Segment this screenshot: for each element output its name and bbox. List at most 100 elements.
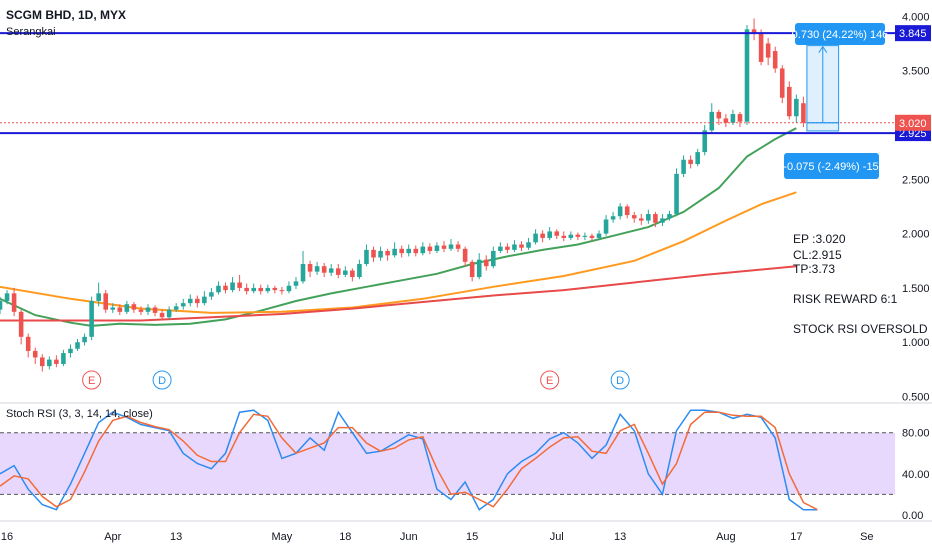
moving-average-green xyxy=(0,127,797,327)
candle xyxy=(723,114,729,128)
candle xyxy=(505,243,510,254)
candle-body xyxy=(730,114,736,123)
candle-body xyxy=(772,51,778,69)
chart-subtitle: Serangkai xyxy=(6,26,56,38)
candle-body xyxy=(610,216,616,220)
candle-body xyxy=(639,218,644,221)
candle-body xyxy=(469,261,475,278)
candle xyxy=(603,215,609,236)
candle-body xyxy=(300,264,306,282)
stoch-rsi-line-orange xyxy=(0,411,818,511)
candle-body xyxy=(159,312,165,318)
candle xyxy=(737,111,743,128)
candle-body xyxy=(737,114,743,122)
candle xyxy=(4,290,10,305)
candle-body xyxy=(779,68,785,98)
candle-body xyxy=(575,234,581,237)
candle-body xyxy=(582,235,588,237)
candle xyxy=(364,244,369,267)
candle xyxy=(124,300,130,314)
candle-body xyxy=(427,246,433,251)
note-stoch-oversold: STOCK RSI OVERSOLD xyxy=(793,322,928,336)
candle-body xyxy=(385,250,390,256)
candle-body xyxy=(89,300,94,337)
candle-body xyxy=(378,250,383,258)
moving-average-orange xyxy=(0,191,797,314)
candle-body xyxy=(448,244,454,249)
candle-body xyxy=(265,287,271,292)
candle xyxy=(533,229,538,245)
candle xyxy=(575,232,581,241)
stoch-rsi-line-blue xyxy=(0,409,818,511)
candle-body xyxy=(11,293,17,312)
candle-body xyxy=(286,285,292,292)
stoch-rsi-tick-label: 40.00 xyxy=(902,469,930,481)
candle-body xyxy=(335,268,341,275)
candle xyxy=(758,29,764,66)
candle-body xyxy=(314,266,320,272)
candle xyxy=(688,155,693,169)
candle xyxy=(166,306,172,320)
candle xyxy=(674,168,679,217)
candle xyxy=(512,240,517,253)
candle xyxy=(54,355,59,368)
candle-body xyxy=(631,215,637,219)
candle xyxy=(18,309,24,345)
candle xyxy=(230,277,235,293)
candle xyxy=(779,65,785,104)
candle-body xyxy=(758,32,764,62)
candle xyxy=(244,283,249,295)
earnings-marker-label: E xyxy=(88,375,95,387)
candle-body xyxy=(138,309,144,312)
candle xyxy=(314,261,320,275)
candle xyxy=(413,245,419,257)
candle-body xyxy=(145,307,151,312)
candle-body xyxy=(124,304,130,312)
candle-body xyxy=(406,248,412,254)
level-label: 3.845 xyxy=(899,28,927,40)
candle-body xyxy=(413,248,419,254)
candle xyxy=(272,285,278,294)
candle xyxy=(455,241,461,253)
candle xyxy=(96,282,101,307)
candle-body xyxy=(688,159,693,165)
candle xyxy=(519,241,524,251)
candle-body xyxy=(350,270,355,278)
candle xyxy=(82,333,87,346)
measure-up-arrowhead xyxy=(818,45,828,53)
time-tick-label: Apr xyxy=(104,531,121,543)
candle xyxy=(209,287,214,300)
time-tick-label: 13 xyxy=(170,531,182,543)
candle xyxy=(801,96,806,128)
candle xyxy=(335,264,341,279)
candle xyxy=(117,304,123,316)
candle-body xyxy=(82,336,87,343)
candle-body xyxy=(0,300,3,310)
time-tick-label: 15 xyxy=(466,531,478,543)
candle-body xyxy=(801,103,806,123)
candle xyxy=(138,306,144,316)
price-tick-label: 1.000 xyxy=(902,337,930,349)
candle xyxy=(751,18,757,41)
candle xyxy=(787,81,792,120)
candle xyxy=(258,284,264,295)
candle-body xyxy=(709,111,715,131)
candle-body xyxy=(131,304,137,310)
candle xyxy=(568,231,574,241)
candle-body xyxy=(476,259,482,278)
candle xyxy=(399,245,404,258)
candle-body xyxy=(505,246,510,250)
note-take-profit: TP:3.73 xyxy=(793,262,836,276)
earnings-marker xyxy=(82,370,102,390)
candle-body xyxy=(357,264,362,278)
candle xyxy=(540,230,545,243)
candle xyxy=(47,356,52,370)
candle xyxy=(159,309,165,321)
candle-body xyxy=(596,233,602,238)
candle-body xyxy=(462,248,468,262)
candle xyxy=(371,246,376,262)
stoch-rsi-tick-label: 0.00 xyxy=(902,510,923,522)
candle xyxy=(434,242,440,254)
candle-body xyxy=(624,206,630,216)
candle xyxy=(195,295,200,308)
